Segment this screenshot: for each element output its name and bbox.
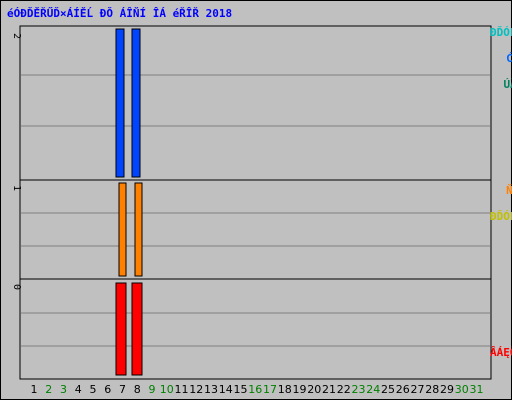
x-tick-label: 30 [455,383,469,396]
x-tick-label: 25 [381,383,395,396]
bar-top-day-6 [115,28,125,178]
y-tick-label: 2 [11,33,22,39]
x-tick-label: 9 [149,383,156,396]
x-tick-label: 14 [219,383,233,396]
x-tick-label: 28 [425,383,439,396]
x-tick-label: 29 [440,383,454,396]
x-tick-label: 20 [307,383,321,396]
chart-title: éÓÐĎĚŘŰĎ×ÁÍĚĹ ĐŎ ÁÎŇÍ ÎÁ éŘÎŘ 2018 [7,7,233,20]
right-axis-labels: ÚÄÁĎÓĎ×/ĆÁĘĚĎ×/ĐĎÓĹÔÉÔĹĚĹĘ ĐĎÓĹÔÉÔĹĚĹĘ/Ň… [490,26,512,378]
panel-middle [19,179,492,280]
x-tick-label: 10 [160,383,174,396]
x-tick-label: 27 [411,383,425,396]
x-tick-label: 11 [175,383,189,396]
x-tick-label: 5 [90,383,97,396]
x-tick-label: 3 [60,383,67,396]
x-tick-label: 13 [204,383,218,396]
bar-middle-day-7 [134,182,143,277]
x-tick-label: 6 [104,383,111,396]
right-label-part: ĐĎÓĹÔÉÔĹĚĹĘ [490,26,512,39]
y-tick-label: 1 [11,185,22,191]
panel-top [19,25,492,181]
x-tick-label: 24 [366,383,380,396]
x-tick-label: 2 [45,383,52,396]
bar-middle-day-6 [118,182,127,277]
x-tick-label: 8 [134,383,141,396]
right-label-part: ĐĎÓĹÔÉÔĹĚĹĘ [490,210,512,223]
x-tick-label: 12 [189,383,203,396]
x-tick-label: 4 [75,383,82,396]
x-tick-label: 1 [31,383,38,396]
bar-bottom-day-6 [115,282,127,376]
right-label-top: ÚÄÁĎÓĎ×/ĆÁĘĚĎ×/ĐĎÓĹÔÉÔĹĚĹĘ [490,26,512,176]
panel-bottom [19,278,492,380]
bar-bottom-day-7 [131,282,143,376]
x-tick-label: 7 [119,383,126,396]
x-tick-label: 16 [248,383,262,396]
x-tick-label: 21 [322,383,336,396]
x-tick-label: 18 [278,383,292,396]
x-tick-label: 23 [352,383,366,396]
x-tick-label: 19 [293,383,307,396]
x-tick-label: 26 [396,383,410,396]
right-label-part: ĆÁĘĚĎ× [507,52,512,65]
x-tick-label: 15 [234,383,248,396]
bar-top-day-7 [131,28,141,178]
right-label-part: ÂÁĘÔ [490,346,512,359]
right-label-bottom: ÂÁĘÔ [490,346,512,406]
y-tick-label: 0 [11,284,22,290]
x-tick-label: 17 [263,383,277,396]
right-label-part: ŇÁĘÔĎ× [507,184,512,197]
right-label-part: ÚÄÁĎÓĎ× [503,78,512,91]
x-tick-label: 22 [337,383,351,396]
x-tick-label: 31 [470,383,484,396]
right-label-middle: ĐĎÓĹÔÉÔĹĚĹĘ/ŇÁĘÔĎ× [490,184,512,284]
